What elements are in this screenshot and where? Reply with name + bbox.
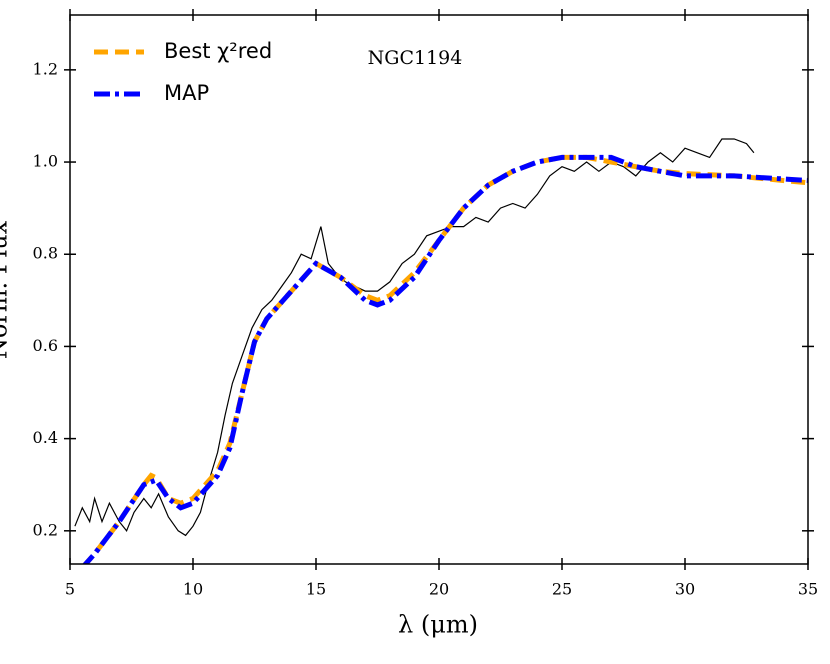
y-tick-label: 0.4: [33, 428, 58, 447]
y-tick-label: 1.0: [33, 152, 58, 171]
x-tick-label: 35: [798, 580, 818, 599]
x-tick-label: 15: [306, 580, 326, 599]
legend-label: MAP: [164, 81, 209, 105]
y-tick-label: 1.2: [33, 59, 58, 78]
x-tick-label: 10: [183, 580, 203, 599]
x-tick-label: 30: [675, 580, 695, 599]
series-line: [82, 154, 808, 564]
series-line: [74, 138, 755, 537]
x-axis-label: λ (μm): [398, 611, 478, 639]
x-tick-label: 5: [65, 580, 75, 599]
x-tick-label: 20: [429, 580, 449, 599]
y-tick-label: 0.6: [33, 336, 58, 355]
y-tick-label: 0.8: [33, 244, 58, 263]
y-tick-label: 0.2: [33, 520, 58, 539]
y-axis-label: Norm. Flux: [0, 220, 13, 359]
x-tick-label: 25: [552, 580, 572, 599]
legend-label: Best χ²red: [164, 39, 272, 63]
annotation: NGC1194: [368, 47, 463, 69]
